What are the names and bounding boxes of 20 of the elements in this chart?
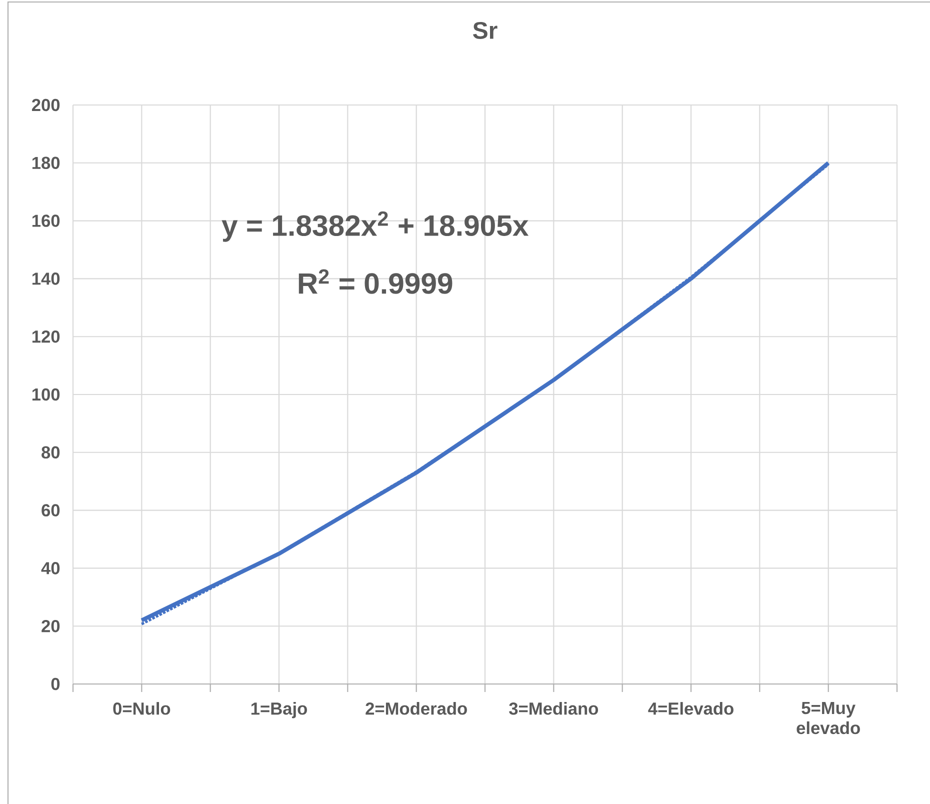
y-tick-label: 140 (32, 272, 60, 285)
chart-title: Sr (473, 22, 498, 39)
y-tick-label: 40 (41, 562, 60, 574)
y-tick-label: 120 (32, 330, 60, 343)
y-tick-label: 20 (42, 620, 60, 632)
annotation: R$^{2}$ = 0.9999 (298, 269, 452, 294)
annotation: y = 1.8382x$^{2}$ + 18.905x (222, 211, 529, 242)
x-tick-label: 2=Moderado (366, 702, 467, 715)
y-tick-label: 80 (42, 446, 60, 459)
x-tick-label: 5=Muy elevado (796, 702, 860, 734)
x-tick-label: 4=Elevado (648, 702, 734, 715)
y-tick-label: 180 (32, 156, 60, 170)
x-tick-label: 1=Bajo (251, 702, 307, 718)
y-tick-label: 200 (32, 98, 60, 112)
x-tick-label: 3=Mediano (509, 702, 598, 715)
y-tick-label: 0 (51, 678, 60, 690)
y-tick-label: 160 (32, 214, 60, 227)
y-tick-label: 100 (32, 388, 60, 401)
x-tick-label: 0=Nulo (113, 702, 170, 715)
y-tick-label: 60 (42, 504, 60, 516)
